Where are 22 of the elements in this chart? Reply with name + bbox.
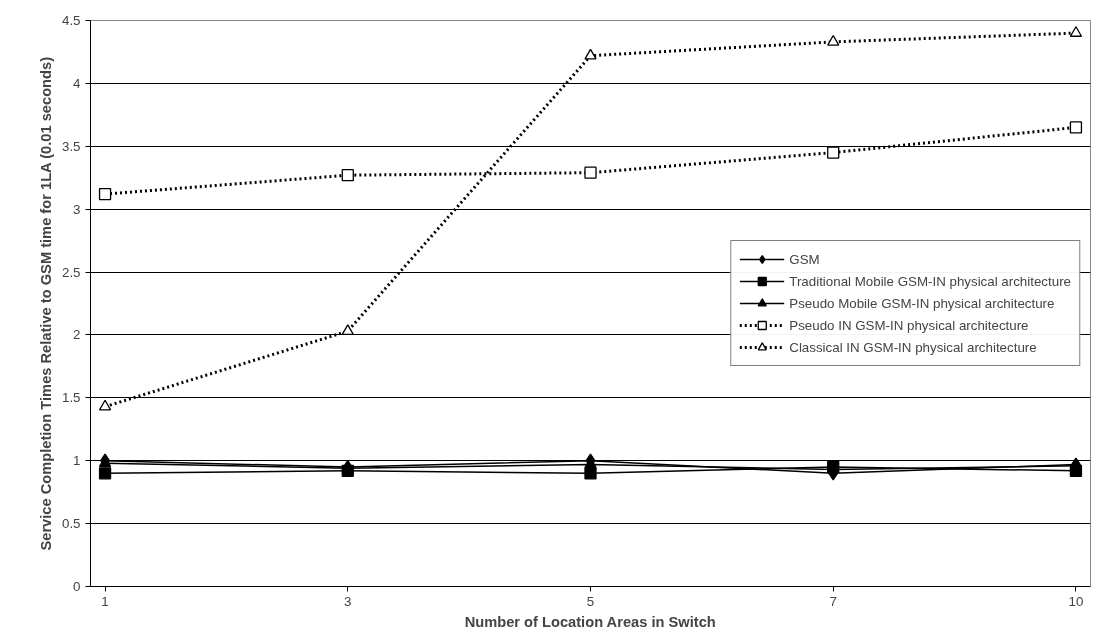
x-tick-label: 3 [344,593,352,609]
x-tick-label: 5 [586,593,595,609]
y-tick-label: 3 [73,201,81,217]
x-tick-label: 1 [101,593,109,609]
x-axis-title: Number of Location Areas in Switch [464,613,716,630]
legend-label: Pseudo IN GSM-IN physical architecture [789,317,1029,333]
y-tick-label: 2 [73,327,81,343]
x-tick-label: 10 [1068,593,1084,609]
y-axis-title: Service Completion Times Relative to GSM time for 1LA (0.01 seconds) [37,56,54,551]
x-tick-label: 7 [829,593,837,609]
y-tick-label: 3.5 [61,138,81,154]
y-tick-label: 1 [73,453,81,469]
legend-label: Pseudo Mobile GSM-IN physical architecture [789,295,1055,311]
y-tick-label: 1.5 [61,390,81,406]
legend-label: Traditional Mobile GSM-IN physical architecture [789,273,1071,289]
y-tick-label: 0.5 [61,516,81,532]
y-tick-label: 4.5 [61,13,81,28]
y-tick-label: 4 [73,75,82,91]
y-tick-label: 0 [73,579,81,594]
legend-label: GSM [789,251,820,267]
y-tick-label: 2.5 [61,264,81,280]
legend-label: Classical IN GSM-IN physical architecture [789,339,1037,355]
